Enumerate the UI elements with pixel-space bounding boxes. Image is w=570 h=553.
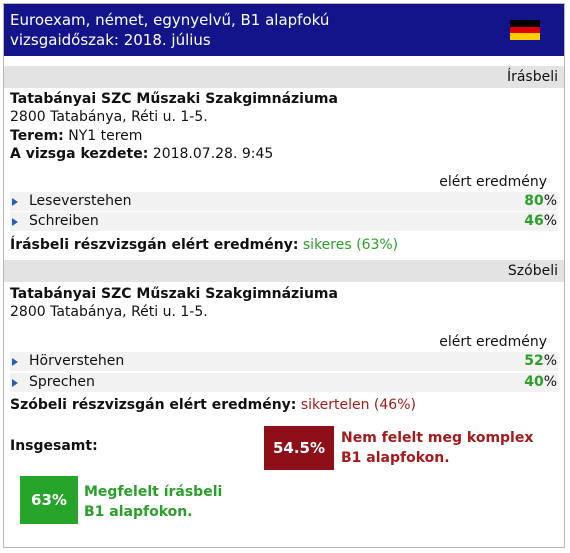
item-name: Leseverstehen bbox=[29, 193, 132, 209]
written-result-badge: 63% bbox=[20, 476, 78, 524]
oral-summary-label: Szóbeli részvizsgán elért eredmény: bbox=[10, 397, 297, 413]
written-item-leseverstehen[interactable]: Leseverstehen 80% bbox=[10, 192, 558, 211]
written-section-label: Írásbeli bbox=[506, 69, 558, 85]
item-score: 52% bbox=[524, 352, 557, 371]
written-section-bar: Írásbeli bbox=[4, 66, 564, 88]
score-unit: % bbox=[543, 374, 557, 390]
exam-period: vizsgaidőszak: 2018. július bbox=[10, 31, 211, 49]
written-note-line1: Megfelelt írásbeli bbox=[84, 484, 223, 500]
complex-result-note: Nem felelt meg komplex B1 alapfokon. bbox=[341, 428, 533, 468]
expand-arrow-icon[interactable] bbox=[12, 218, 18, 226]
score-value: 40 bbox=[524, 374, 544, 390]
written-note-line2: B1 alapfokon. bbox=[84, 504, 193, 520]
exam-result-card: Euroexam, német, egynyelvű, B1 alapfokú … bbox=[3, 3, 565, 548]
score-unit: % bbox=[543, 213, 557, 229]
score-value: 52 bbox=[524, 353, 544, 369]
written-start: A vizsga kezdete: 2018.07.28. 9:45 bbox=[10, 145, 273, 163]
item-score: 40% bbox=[524, 373, 557, 392]
complex-result-badge: 54.5% bbox=[264, 426, 334, 470]
oral-summary: Szóbeli részvizsgán elért eredmény: sike… bbox=[10, 396, 416, 414]
exam-title: Euroexam, német, egynyelvű, B1 alapfokú bbox=[10, 11, 330, 29]
oral-school-name: Tatabányai SZC Műszaki Szakgimnáziuma bbox=[10, 286, 338, 302]
item-name: Hörverstehen bbox=[29, 353, 125, 369]
oral-section-label: Szóbeli bbox=[507, 263, 558, 279]
expand-arrow-icon[interactable] bbox=[12, 379, 18, 387]
expand-arrow-icon[interactable] bbox=[12, 198, 18, 206]
room-value: NY1 terem bbox=[68, 128, 143, 144]
score-value: 46 bbox=[524, 213, 544, 229]
item-name: Schreiben bbox=[29, 213, 99, 229]
score-unit: % bbox=[543, 353, 557, 369]
oral-item-sprechen[interactable]: Sprechen 40% bbox=[10, 373, 558, 392]
score-value: 80 bbox=[524, 193, 544, 209]
written-school-name: Tatabányai SZC Műszaki Szakgimnáziuma bbox=[10, 91, 338, 107]
written-room: Terem: NY1 terem bbox=[10, 127, 142, 145]
exam-header: Euroexam, német, egynyelvű, B1 alapfokú … bbox=[4, 4, 564, 56]
oral-summary-value: sikertelen (46%) bbox=[300, 397, 416, 413]
total-label: Insgesamt: bbox=[10, 438, 98, 454]
start-label: A vizsga kezdete: bbox=[10, 146, 149, 162]
oral-result-header: elért eredmény bbox=[439, 334, 547, 350]
written-summary-value: sikeres (63%) bbox=[302, 237, 399, 253]
item-score: 80% bbox=[524, 192, 557, 211]
written-summary-label: Írásbeli részvizsgán elért eredmény: bbox=[10, 237, 299, 253]
flag-stripe-black bbox=[510, 20, 540, 27]
oral-school-address: 2800 Tatabánya, Réti u. 1-5. bbox=[10, 304, 208, 320]
item-score: 46% bbox=[524, 212, 557, 231]
oral-item-hoerverstehen[interactable]: Hörverstehen 52% bbox=[10, 352, 558, 371]
written-item-schreiben[interactable]: Schreiben 46% bbox=[10, 212, 558, 231]
item-name: Sprechen bbox=[29, 374, 95, 390]
oral-section-bar: Szóbeli bbox=[4, 260, 564, 282]
written-summary: Írásbeli részvizsgán elért eredmény: sik… bbox=[10, 236, 398, 254]
expand-arrow-icon[interactable] bbox=[12, 358, 18, 366]
written-result-note: Megfelelt írásbeli B1 alapfokon. bbox=[84, 482, 222, 522]
flag-stripe-gold bbox=[510, 33, 540, 40]
room-label: Terem: bbox=[10, 128, 64, 144]
written-result-header: elért eredmény bbox=[439, 174, 547, 190]
written-school-address: 2800 Tatabánya, Réti u. 1-5. bbox=[10, 109, 208, 125]
flag-stripe-red bbox=[510, 26, 540, 34]
complex-note-line1: Nem felelt meg komplex bbox=[341, 430, 534, 446]
start-value: 2018.07.28. 9:45 bbox=[152, 146, 274, 162]
score-unit: % bbox=[543, 193, 557, 209]
germany-flag-icon bbox=[510, 20, 540, 40]
complex-note-line2: B1 alapfokon. bbox=[341, 450, 450, 466]
